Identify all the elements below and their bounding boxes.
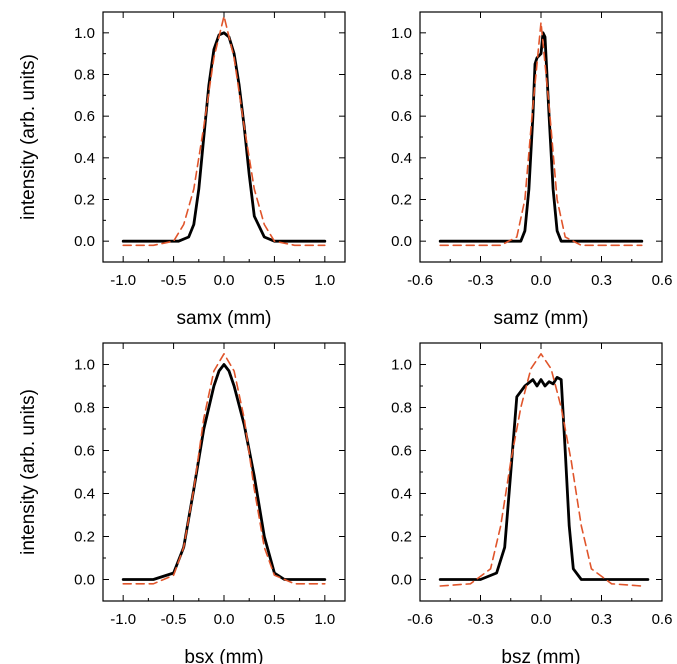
x-tick-label: -0.5 xyxy=(161,272,187,289)
x-axis-title: bsz (mm) xyxy=(501,647,580,664)
series-line-fit xyxy=(122,15,326,247)
x-tick-label: -1.0 xyxy=(110,611,136,628)
x-tick-label: 0.6 xyxy=(652,611,673,628)
x-tick-label: 0.0 xyxy=(531,272,552,289)
y-tick-label: 0.4 xyxy=(391,486,412,503)
y-tick-label: 0.0 xyxy=(74,572,95,589)
y-tick-label: 1.0 xyxy=(74,25,95,42)
y-tick-label: 0.6 xyxy=(74,443,95,460)
y-tick-label: 1.0 xyxy=(74,357,95,374)
x-tick-label: 0.5 xyxy=(264,611,285,628)
series-line-data xyxy=(121,31,327,243)
y-tick-label: 1.0 xyxy=(391,25,412,42)
x-tick-label: -0.5 xyxy=(161,611,187,628)
panel-samx: -1.0 -0.5 0.0 0.5 1.0 0.0 0.2 0.4 0.6 0.8 1.0 samx … xyxy=(18,11,346,329)
y-tick-label: 0.4 xyxy=(74,150,95,167)
y-tick-label: 0.2 xyxy=(74,529,95,546)
y-tick-label: 0.8 xyxy=(74,400,95,417)
y-tick-label: 0.0 xyxy=(74,233,95,250)
x-axis-title: bsx (mm) xyxy=(184,647,263,664)
axes-frame xyxy=(102,11,346,263)
series-line-data xyxy=(438,31,644,243)
y-axis-title: intensity (arb. units) xyxy=(18,54,39,220)
x-tick-label: 0.3 xyxy=(591,272,612,289)
y-tick-label: 0.4 xyxy=(74,486,95,503)
x-tick-label: -0.3 xyxy=(468,611,494,628)
y-tick-label: 0.6 xyxy=(74,108,95,125)
y-tick-label: 0.8 xyxy=(74,67,95,84)
y-tick-label: 0.4 xyxy=(391,150,412,167)
series-line-fit xyxy=(122,352,326,585)
y-tick-label: 0.8 xyxy=(391,400,412,417)
x-tick-label: 0.0 xyxy=(531,611,552,628)
series-line-fit xyxy=(439,21,643,247)
x-axis-title: samz (mm) xyxy=(494,308,589,329)
y-tick-label: 0.8 xyxy=(391,67,412,84)
panel-bsx: -1.0 -0.5 0.0 0.5 1.0 0.0 0.2 0.4 0.6 0.8 1.0 bsx (… xyxy=(18,342,346,664)
x-tick-label: 0.0 xyxy=(214,611,235,628)
series-line-fit xyxy=(439,352,643,587)
series-line-data xyxy=(438,375,650,581)
x-tick-label: 0.3 xyxy=(591,611,612,628)
y-tick-label: 0.0 xyxy=(391,233,412,250)
y-tick-label: 0.2 xyxy=(391,529,412,546)
y-tick-label: 0.0 xyxy=(391,572,412,589)
x-tick-label: 1.0 xyxy=(314,272,335,289)
y-tick-label: 0.6 xyxy=(391,443,412,460)
panel-bsz: -0.6 -0.3 0.0 0.3 0.6 0.0 0.2 0.4 0.6 0.8 1.0 bsz (… xyxy=(391,342,673,664)
x-tick-label: -0.3 xyxy=(468,272,494,289)
axes-frame xyxy=(102,342,346,602)
y-axis-title: intensity (arb. units) xyxy=(18,389,39,555)
x-tick-label: -0.6 xyxy=(407,611,433,628)
x-tick-label: 0.6 xyxy=(652,272,673,289)
x-tick-label: 0.5 xyxy=(264,272,285,289)
x-tick-label: -0.6 xyxy=(407,272,433,289)
x-tick-label: 0.0 xyxy=(214,272,235,289)
series-line-data xyxy=(121,363,327,581)
y-tick-label: 1.0 xyxy=(391,357,412,374)
y-tick-label: 0.2 xyxy=(74,192,95,209)
x-tick-label: -1.0 xyxy=(110,272,136,289)
y-tick-label: 0.6 xyxy=(391,108,412,125)
y-tick-label: 0.2 xyxy=(391,192,412,209)
x-tick-label: 1.0 xyxy=(314,611,335,628)
panel-samz: -0.6 -0.3 0.0 0.3 0.6 0.0 0.2 0.4 0.6 0.8 1.0 samz … xyxy=(391,11,673,329)
x-axis-title: samx (mm) xyxy=(177,308,272,329)
